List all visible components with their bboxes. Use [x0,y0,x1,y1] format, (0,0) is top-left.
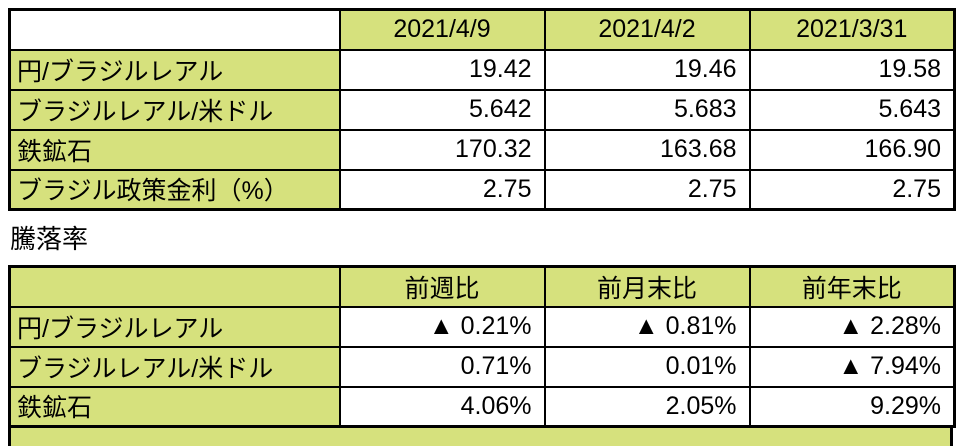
rates-header-row: 2021/4/9 2021/4/2 2021/3/31 [8,8,956,51]
row-label: ブラジルレアル/米ドル [8,88,341,131]
value-cell: 5.683 [543,88,751,131]
rates-column-header-3: 2021/3/31 [748,8,956,51]
value-cell: 2.75 [748,168,956,211]
value-cell: ▲ 7.94% [748,345,956,388]
change-corner-cell [8,265,341,308]
row-label: 鉄鉱石 [8,385,341,428]
row-label: ブラジルレアル/米ドル [8,345,341,388]
rates-column-header-2: 2021/4/2 [543,8,751,51]
value-cell: ▲ 2.28% [748,305,956,348]
section-label: 騰落率 [10,224,89,254]
table-row: ブラジルレアル/米ドル 0.71% 0.01% ▲ 7.94% [8,345,956,388]
value-cell: 0.71% [338,345,546,388]
change-table: 前週比 前月末比 前年末比 円/ブラジルレアル ▲ 0.21% ▲ 0.81% … [8,265,956,428]
value-cell: 170.32 [338,128,546,171]
value-cell: 5.642 [338,88,546,131]
rates-table: 2021/4/9 2021/4/2 2021/3/31 円/ブラジルレアル 19… [8,8,956,211]
cutoff-row [8,428,953,446]
value-cell: 9.29% [748,385,956,428]
value-cell: 2.75 [543,168,751,211]
table-row: ブラジルレアル/米ドル 5.642 5.683 5.643 [8,88,956,131]
table-row: 円/ブラジルレアル ▲ 0.21% ▲ 0.81% ▲ 2.28% [8,305,956,348]
change-column-header-1: 前週比 [338,265,546,308]
value-cell: 166.90 [748,128,956,171]
row-label: 鉄鉱石 [8,128,341,171]
change-column-header-2: 前月末比 [543,265,751,308]
value-cell: 19.42 [338,48,546,91]
row-label: ブラジル政策金利（%） [8,168,341,211]
rates-corner-cell [8,8,341,51]
value-cell: 2.75 [338,168,546,211]
value-cell: 163.68 [543,128,751,171]
table-row: 鉄鉱石 170.32 163.68 166.90 [8,128,956,171]
table-row: 鉄鉱石 4.06% 2.05% 9.29% [8,385,956,428]
rates-column-header-1: 2021/4/9 [338,8,546,51]
change-header-row: 前週比 前月末比 前年末比 [8,265,956,308]
value-cell: ▲ 0.21% [338,305,546,348]
value-cell: 2.05% [543,385,751,428]
value-cell: 19.58 [748,48,956,91]
value-cell: 5.643 [748,88,956,131]
row-label: 円/ブラジルレアル [8,305,341,348]
value-cell: 0.01% [543,345,751,388]
change-column-header-3: 前年末比 [748,265,956,308]
value-cell: 4.06% [338,385,546,428]
row-label: 円/ブラジルレアル [8,48,341,91]
table-row: 円/ブラジルレアル 19.42 19.46 19.58 [8,48,956,91]
table-row: ブラジル政策金利（%） 2.75 2.75 2.75 [8,168,956,211]
value-cell: ▲ 0.81% [543,305,751,348]
value-cell: 19.46 [543,48,751,91]
